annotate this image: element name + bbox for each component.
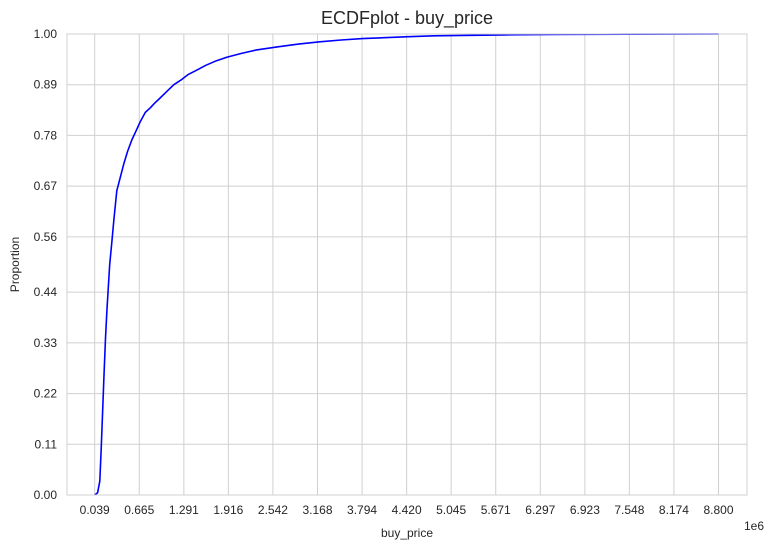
x-tick-label: 6.923 bbox=[570, 503, 600, 517]
y-tick-label: 0.33 bbox=[34, 336, 58, 350]
x-tick-label: 1.291 bbox=[169, 503, 199, 517]
x-tick-label: 5.671 bbox=[481, 503, 511, 517]
y-tick-label: 0.78 bbox=[34, 128, 58, 142]
x-tick-label: 4.420 bbox=[392, 503, 422, 517]
x-tick-label: 3.168 bbox=[302, 503, 332, 517]
x-tick-label: 6.297 bbox=[525, 503, 555, 517]
y-tick-labels: 0.00 0.11 0.22 0.33 0.44 0.56 0.67 0.78 0.89 1.00 bbox=[34, 27, 58, 502]
y-tick-label: 0.44 bbox=[34, 285, 58, 299]
y-tick-label: 0.00 bbox=[34, 488, 58, 502]
ecdf-line bbox=[94, 33, 719, 496]
chart-title: ECDFplot - buy_price bbox=[321, 8, 493, 29]
y-axis-label: Proportion bbox=[8, 237, 22, 292]
x-axis-label: buy_price bbox=[381, 526, 433, 540]
x-tick-label: 3.794 bbox=[347, 503, 377, 517]
x-gridlines bbox=[94, 34, 720, 495]
plot-frame bbox=[66, 33, 748, 496]
y-tick-label: 0.89 bbox=[34, 78, 58, 92]
y-tick-label: 0.11 bbox=[35, 437, 58, 451]
x-axis-scale-label: 1e6 bbox=[744, 519, 764, 533]
y-tick-label: 1.00 bbox=[34, 27, 58, 41]
x-tick-label: 1.916 bbox=[213, 503, 243, 517]
x-tick-label: 5.045 bbox=[436, 503, 466, 517]
y-tick-label: 0.56 bbox=[34, 230, 58, 244]
y-tick-label: 0.67 bbox=[34, 179, 58, 193]
y-tick-label: 0.22 bbox=[34, 387, 58, 401]
x-tick-label: 2.542 bbox=[258, 503, 288, 517]
x-tick-labels: 0.039 0.665 1.291 1.916 2.542 3.168 3.794 4.420… bbox=[80, 503, 734, 517]
x-tick-label: 0.665 bbox=[124, 503, 154, 517]
series-group bbox=[94, 33, 719, 496]
x-tick-label: 0.039 bbox=[80, 503, 110, 517]
x-tick-label: 8.174 bbox=[659, 503, 689, 517]
x-tick-label: 7.548 bbox=[614, 503, 644, 517]
x-tick-label: 8.800 bbox=[704, 503, 734, 517]
